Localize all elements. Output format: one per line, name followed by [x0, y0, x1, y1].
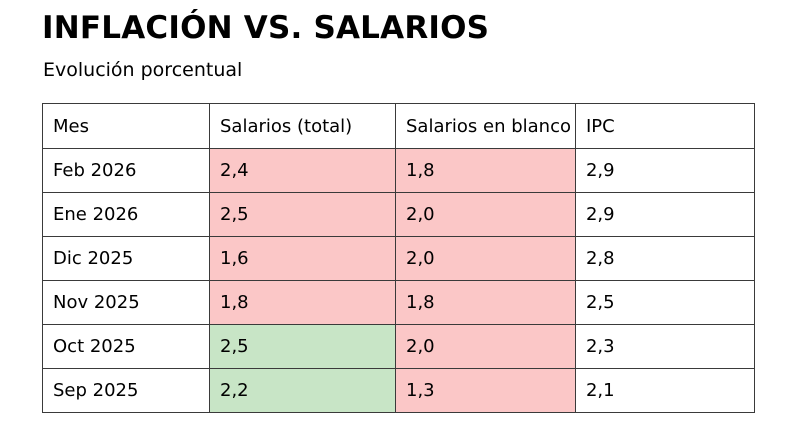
value-cell-salarios-total: 2,4	[209, 148, 396, 193]
row-label-cell: Nov 2025	[42, 280, 210, 325]
value-cell-salarios-en-blanco: 1,3	[395, 368, 576, 413]
value-cell-ipc: 2,5	[574, 280, 755, 325]
table-row: Oct 2025 2,5 2,0 2,3	[42, 324, 755, 369]
page-title: INFLACIÓN VS. SALARIOS	[42, 10, 490, 46]
value-cell-salarios-en-blanco: 2,0	[395, 236, 576, 281]
value-cell-ipc: 2,9	[574, 192, 755, 237]
table-row: Feb 2026 2,4 1,8 2,9	[42, 148, 755, 193]
value-cell-ipc: 2,3	[574, 324, 755, 369]
row-label-cell: Ene 2026	[42, 192, 210, 237]
value-cell-ipc: 2,9	[574, 148, 755, 193]
value-cell-salarios-total: 1,6	[209, 236, 396, 281]
value-cell-salarios-total: 1,8	[209, 280, 396, 325]
table-row: Ene 2026 2,5 2,0 2,9	[42, 192, 755, 237]
value-cell-salarios-en-blanco: 1,8	[395, 280, 576, 325]
page-subtitle: Evolución porcentual	[43, 59, 243, 81]
value-cell-salarios-en-blanco: 1,8	[395, 148, 576, 193]
value-cell-salarios-total: 2,2	[209, 368, 396, 413]
column-header-ipc: IPC	[574, 103, 755, 149]
column-header-mes: Mes	[42, 103, 210, 149]
table-row: Nov 2025 1,8 1,8 2,5	[42, 280, 755, 325]
row-label-cell: Feb 2026	[42, 148, 210, 193]
value-cell-salarios-total: 2,5	[209, 324, 396, 369]
table-body: Feb 2026 2,4 1,8 2,9 Ene 2026 2,5 2,0 2,…	[42, 148, 755, 413]
table-header-row: Mes Salarios (total) Salarios en blanco …	[42, 103, 755, 149]
column-header-salarios-total: Salarios (total)	[209, 103, 396, 149]
value-cell-salarios-en-blanco: 2,0	[395, 324, 576, 369]
value-cell-ipc: 2,8	[574, 236, 755, 281]
row-label-cell: Dic 2025	[42, 236, 210, 281]
row-label-cell: Oct 2025	[42, 324, 210, 369]
value-cell-salarios-total: 2,5	[209, 192, 396, 237]
inflation-vs-salaries-table: Mes Salarios (total) Salarios en blanco …	[42, 103, 755, 413]
table-row: Sep 2025 2,2 1,3 2,1	[42, 368, 755, 413]
row-label-cell: Sep 2025	[42, 368, 210, 413]
value-cell-ipc: 2,1	[574, 368, 755, 413]
table-header: Mes Salarios (total) Salarios en blanco …	[42, 103, 755, 149]
table-row: Dic 2025 1,6 2,0 2,8	[42, 236, 755, 281]
value-cell-salarios-en-blanco: 2,0	[395, 192, 576, 237]
column-header-salarios-en-blanco: Salarios en blanco	[395, 103, 576, 149]
